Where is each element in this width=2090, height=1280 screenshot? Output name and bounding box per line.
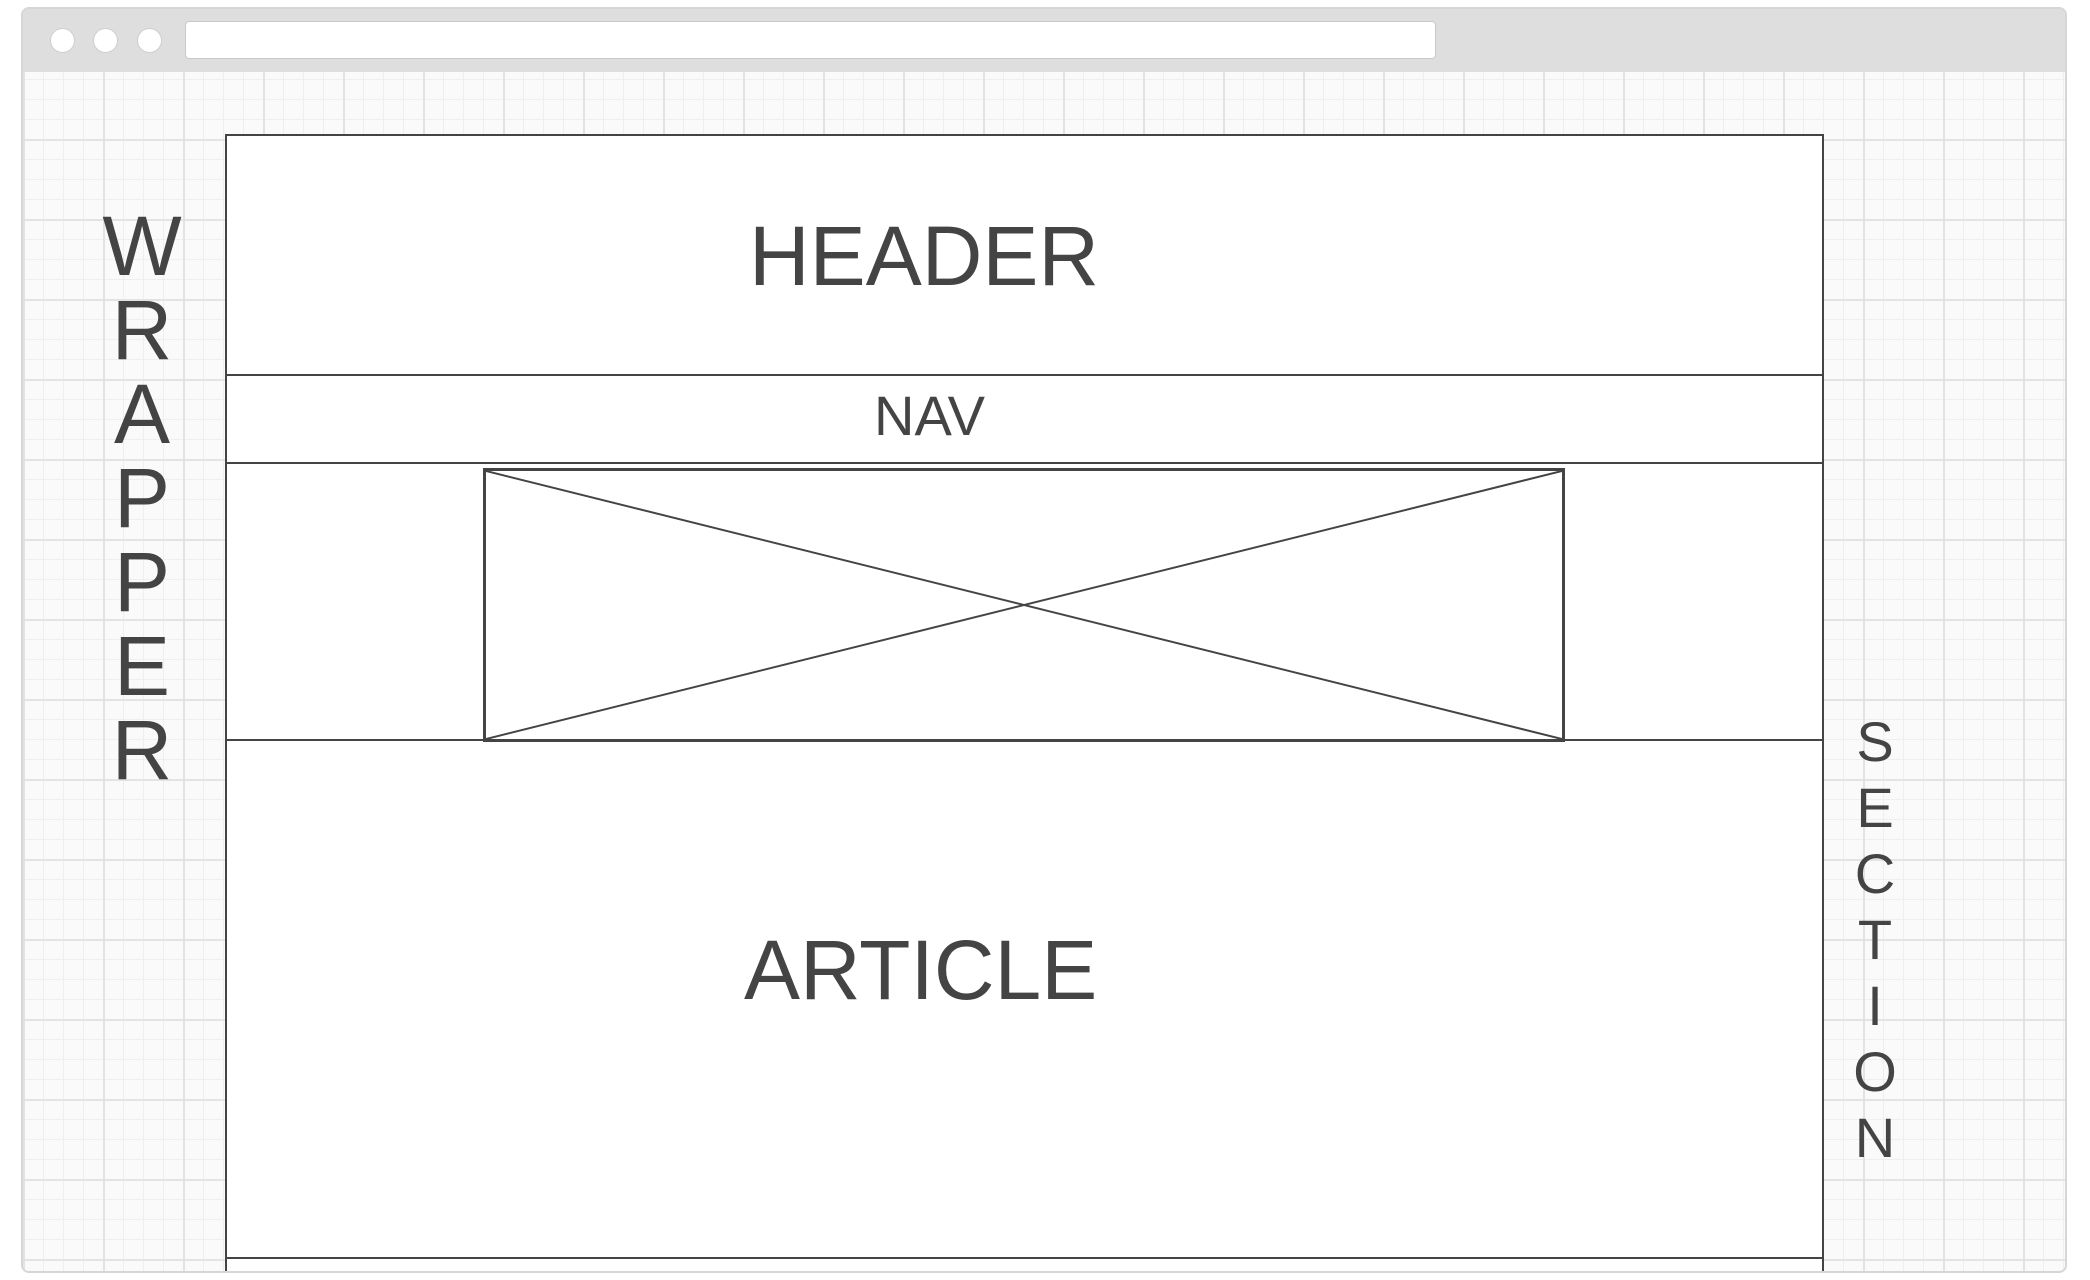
hero-divider (227, 739, 1822, 741)
footer-region: FOOTER (227, 1259, 1822, 1271)
wrapper-letter: R (111, 703, 173, 797)
header-label: HEADER (749, 209, 1100, 303)
section-letter: E (1856, 776, 1894, 839)
title-bar (23, 9, 2065, 73)
browser-window: W R A P P E R S E C T I O N HEADER NAV (21, 7, 2067, 1273)
section-letter: S (1856, 710, 1894, 773)
article-divider (227, 1257, 1822, 1259)
wrapper-label: W R A P P E R (97, 204, 187, 792)
layout-frame: HEADER NAV ARTICLE FOOTER (225, 134, 1824, 1271)
image-placeholder (483, 468, 1565, 742)
header-region: HEADER (227, 136, 1822, 374)
wrapper-letter: P (113, 535, 171, 629)
wrapper-letter: R (111, 283, 173, 377)
section-letter: O (1853, 1040, 1897, 1103)
window-close-dot[interactable] (50, 28, 75, 53)
section-letter: C (1854, 842, 1896, 905)
section-letter: T (1857, 908, 1893, 971)
wrapper-letter: P (113, 451, 171, 545)
wrapper-letter: W (102, 199, 182, 293)
section-letter: N (1854, 1106, 1896, 1169)
grid-canvas: W R A P P E R S E C T I O N HEADER NAV (23, 72, 2065, 1271)
section-label: S E C T I O N (1845, 714, 1905, 1176)
window-maximize-dot[interactable] (137, 28, 162, 53)
article-region: ARTICLE (227, 741, 1822, 1257)
nav-region: NAV (227, 376, 1822, 462)
header-divider (227, 374, 1822, 376)
nav-divider (227, 462, 1822, 464)
wrapper-letter: A (113, 367, 171, 461)
section-letter: I (1867, 974, 1883, 1037)
article-label: ARTICLE (744, 923, 1098, 1017)
address-bar[interactable] (185, 21, 1436, 59)
image-placeholder-icon (486, 471, 1562, 739)
wrapper-letter: E (113, 619, 171, 713)
nav-label: NAV (874, 384, 985, 447)
window-minimize-dot[interactable] (93, 28, 118, 53)
